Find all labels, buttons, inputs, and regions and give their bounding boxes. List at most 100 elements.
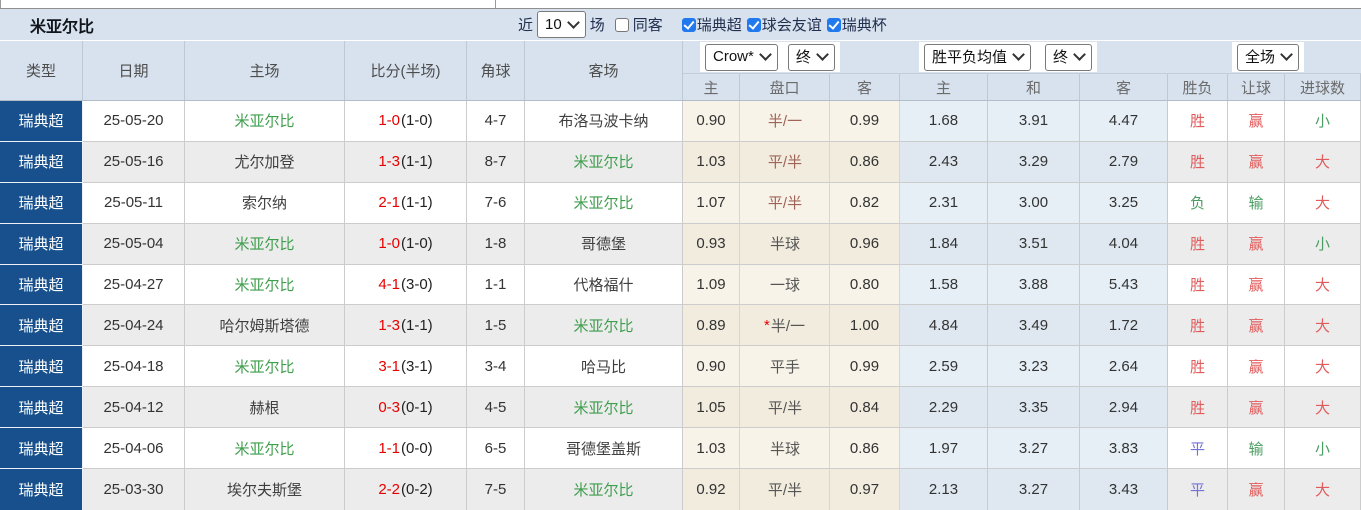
avg-dropdown-panel: 胜平负均值 终 — [919, 42, 1098, 72]
handicap-cell: 半球 — [740, 223, 830, 265]
date-cell: 25-03-30 — [83, 469, 185, 510]
avg-draw-cell: 3.29 — [988, 141, 1080, 183]
league-cell: 瑞典超 — [0, 223, 83, 265]
handicap-cell: 平/半 — [740, 141, 830, 183]
table-row: 瑞典超 25-04-27 米亚尔比 4-1 (3-0) 1-1 代格福什 1.0… — [0, 264, 1361, 306]
scope-dropdown-panel: 全场 — [1232, 42, 1305, 72]
league-filter-checkbox[interactable] — [826, 17, 841, 32]
corners-cell: 6-5 — [467, 428, 525, 470]
goals-result-cell: 小 — [1285, 428, 1361, 470]
recent-count-select[interactable]: 10 — [537, 11, 586, 38]
handicap-cell: 半/一 — [740, 101, 830, 142]
avg-stage-select[interactable]: 终 — [1045, 43, 1093, 71]
odds-source-value: Crow* — [713, 48, 754, 65]
league-filter-checkbox[interactable] — [746, 17, 761, 32]
odds-away-cell: 0.97 — [830, 469, 900, 510]
handicap-value: 平手 — [769, 358, 800, 376]
subcol-avg-away: 客 — [1080, 74, 1168, 100]
odds-away-cell: 0.86 — [830, 428, 900, 470]
away-team-cell: 哥德堡 — [525, 223, 683, 265]
handicap-result-cell: 赢 — [1228, 469, 1285, 510]
league-filters: 瑞典超 球会友谊 瑞典杯 — [677, 14, 887, 35]
chevron-down-icon — [1012, 48, 1025, 61]
odds-home-cell: 1.03 — [683, 141, 740, 183]
league-filter-checkbox[interactable] — [681, 17, 696, 32]
goals-result-cell: 小 — [1285, 223, 1361, 265]
scope-select[interactable]: 全场 — [1237, 43, 1300, 71]
league-filter: 球会友谊 — [746, 14, 822, 35]
score-cell: 2-2 (0-2) — [345, 469, 467, 510]
table-row: 瑞典超 25-05-11 索尔纳 2-1 (1-1) 7-6 米亚尔比 1.07… — [0, 182, 1361, 224]
date-cell: 25-05-04 — [83, 223, 185, 265]
fulltime-score: 0-3 — [378, 398, 400, 416]
score-cell: 4-1 (3-0) — [345, 264, 467, 306]
date-cell: 25-04-12 — [83, 387, 185, 429]
avg-home-cell: 2.59 — [900, 346, 988, 388]
avg-away-cell: 2.64 — [1080, 346, 1168, 388]
handicap-result-cell: 赢 — [1228, 305, 1285, 347]
odds-stage-value: 终 — [795, 49, 811, 66]
avg-stage-value: 终 — [1053, 49, 1069, 66]
subcol-handicap: 盘口 — [740, 74, 830, 100]
halftime-score: (1-1) — [401, 194, 433, 212]
result-cell: 平 — [1168, 428, 1228, 470]
home-team-cell: 赫根 — [185, 387, 345, 429]
home-team-cell: 米亚尔比 — [185, 428, 345, 470]
league-cell: 瑞典超 — [0, 101, 83, 142]
subcol-goals: 进球数 — [1285, 74, 1361, 100]
handicap-change-star: * — [763, 316, 770, 334]
avg-draw-cell: 3.00 — [988, 182, 1080, 224]
odds-home-cell: 0.92 — [683, 469, 740, 510]
avg-draw-cell: 3.88 — [988, 264, 1080, 306]
avg-home-cell: 1.84 — [900, 223, 988, 265]
odds-away-cell: 1.00 — [830, 305, 900, 347]
top-strip — [0, 0, 1361, 8]
handicap-cell: 平/半 — [740, 182, 830, 224]
table-header: 类型 日期 主场 比分(半场) 角球 客场 Crow* 终 — [0, 41, 1361, 101]
avg-home-cell: 2.31 — [900, 182, 988, 224]
result-cell: 胜 — [1168, 101, 1228, 142]
handicap-value: 平/半 — [767, 481, 803, 499]
same-venue-checkbox[interactable] — [614, 17, 629, 32]
result-cell: 平 — [1168, 469, 1228, 510]
league-cell: 瑞典超 — [0, 141, 83, 183]
avg-home-cell: 1.97 — [900, 428, 988, 470]
odds-dropdown-panel: Crow* 终 — [700, 42, 840, 72]
league-filter-label: 球会友谊 — [761, 17, 822, 34]
fulltime-score: 2-1 — [378, 194, 400, 212]
fulltime-score: 1-3 — [378, 316, 400, 334]
score-cell: 1-0 (1-0) — [345, 223, 467, 265]
avg-draw-cell: 3.35 — [988, 387, 1080, 429]
col-header-type: 类型 — [0, 41, 83, 100]
table-row: 瑞典超 25-05-16 尤尔加登 1-3 (1-1) 8-7 米亚尔比 1.0… — [0, 141, 1361, 183]
odds-stage-select[interactable]: 终 — [787, 43, 835, 71]
away-team-cell: 米亚尔比 — [525, 182, 683, 224]
chevron-down-icon — [815, 48, 829, 61]
subcol-result: 胜负 — [1168, 74, 1228, 100]
table-row: 瑞典超 25-04-12 赫根 0-3 (0-1) 4-5 米亚尔比 1.05 … — [0, 387, 1361, 429]
halftime-score: (3-0) — [401, 276, 433, 293]
recent-label: 近 — [518, 17, 534, 34]
chevron-down-icon — [566, 15, 580, 29]
home-team-cell: 米亚尔比 — [185, 101, 345, 142]
home-team-cell: 米亚尔比 — [185, 223, 345, 265]
avg-source-select[interactable]: 胜平负均值 — [924, 43, 1032, 71]
handicap-result-cell: 赢 — [1228, 264, 1285, 306]
matches-unit-label: 场 — [589, 17, 605, 34]
avg-home-cell: 1.68 — [900, 101, 988, 142]
odds-source-select[interactable]: Crow* — [705, 43, 778, 71]
header-subcolumn-row: 主 盘口 客 主 和 客 胜负 让球 进球数 — [683, 73, 1361, 100]
subcol-odds-away: 客 — [830, 74, 900, 100]
halftime-score: (1-0) — [401, 235, 433, 253]
table-row: 瑞典超 25-04-06 米亚尔比 1-1 (0-0) 6-5 哥德堡盖斯 1.… — [0, 428, 1361, 470]
fulltime-score: 3-1 — [378, 357, 400, 375]
odds-home-cell: 1.03 — [683, 428, 740, 470]
handicap-value: 平/半 — [767, 399, 803, 417]
handicap-cell: 半球 — [740, 428, 830, 470]
handicap-cell: 平手 — [740, 346, 830, 388]
league-cell: 瑞典超 — [0, 387, 83, 429]
subcol-avg-draw: 和 — [988, 74, 1080, 100]
score-cell: 3-1 (3-1) — [345, 346, 467, 388]
handicap-result-cell: 输 — [1228, 182, 1285, 224]
handicap-value: 一球 — [769, 277, 800, 294]
